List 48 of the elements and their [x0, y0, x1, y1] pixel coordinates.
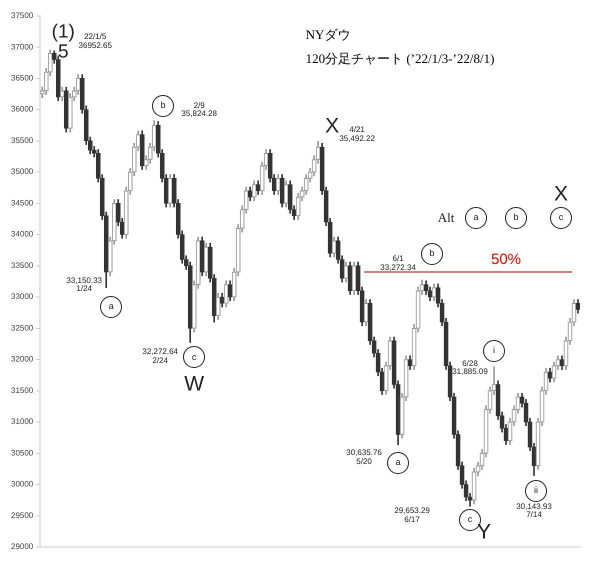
- annotation: (1): [52, 22, 75, 44]
- annotation: 4/21 35,492.22: [339, 125, 375, 144]
- y-tick-label: 33500: [10, 260, 34, 270]
- y-tick-label: 33000: [10, 292, 34, 302]
- y-tick-label: 35500: [10, 136, 34, 145]
- y-tick-label: 31000: [10, 417, 34, 426]
- text: NYダウ: [304, 26, 352, 44]
- y-tick-label: 34000: [10, 230, 34, 239]
- annotation: b: [152, 94, 174, 117]
- annotation: 22/1/5 36952.65: [78, 32, 112, 51]
- y-tick-label: 32500: [10, 323, 34, 332]
- y-tick-label: 29500: [10, 510, 34, 520]
- annotation: b: [505, 207, 527, 229]
- annotation: c: [183, 346, 206, 368]
- annotation: X: [554, 182, 568, 206]
- y-tick-label: 32000: [10, 354, 34, 364]
- annotation: a: [465, 207, 487, 229]
- annotation: a: [387, 452, 410, 474]
- annotation: 6/1 33,272.34: [380, 254, 416, 273]
- y-tick-label: 29000: [10, 542, 34, 552]
- y-tick-label: 37500: [10, 11, 34, 20]
- annotation: i: [483, 340, 506, 362]
- annotation: c: [550, 207, 572, 229]
- y-tick-label: 30500: [10, 448, 34, 458]
- annotation: 32,272.64 2/24: [142, 348, 178, 366]
- y-tick-label: 31500: [10, 386, 34, 395]
- annotation: 30,143.93 7/14: [516, 502, 552, 520]
- annotation: 30,635.76 5/20: [346, 448, 382, 467]
- text: 120分足チャート (’22/1/3-’22/8/1): [304, 50, 496, 68]
- y-tick-label: 36500: [10, 73, 34, 82]
- annotation: Y: [477, 520, 492, 544]
- annotation: 29,653.29 6/17: [394, 506, 430, 525]
- annotation: c: [468, 514, 472, 524]
- y-tick-label: 35000: [10, 167, 34, 176]
- annotation: Alt: [438, 210, 454, 226]
- annotation: X: [325, 114, 340, 138]
- annotation: 50%: [490, 250, 522, 268]
- annotation: 33,150.33 1/24: [66, 276, 102, 294]
- annotation: ii: [525, 480, 548, 502]
- y-tick-label: 37000: [10, 42, 34, 52]
- annotation: b: [421, 243, 444, 265]
- annotation: 2/9 35,824.28: [181, 100, 217, 120]
- y-tick-label: 30000: [10, 480, 34, 489]
- annotation: a: [100, 296, 122, 318]
- annotation: W: [184, 372, 204, 396]
- y-tick-label: 34500: [10, 198, 34, 208]
- annotation: 5: [58, 42, 69, 64]
- y-tick-label: 36000: [10, 104, 34, 114]
